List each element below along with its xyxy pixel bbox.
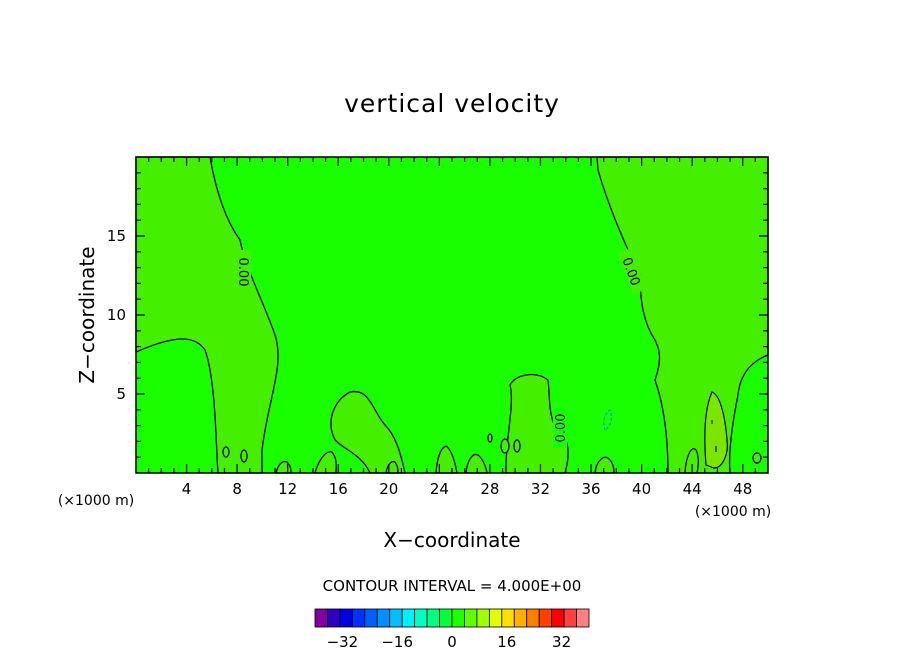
colorbar-swatch-21 (576, 608, 590, 628)
contour-label-bottom: 0.00 (553, 408, 569, 448)
y-tick-label-2: 15 (107, 227, 126, 245)
colorbar-swatch-13 (476, 608, 490, 628)
x-tick-labels: 4 8 12 16 20 24 28 32 36 40 44 48 (182, 480, 752, 498)
bump-3 (465, 453, 488, 474)
colorbar-swatch-20 (563, 608, 577, 628)
y-tick-labels: 5 10 15 (107, 227, 126, 403)
x-tick-label-0: 4 (182, 480, 192, 498)
x-tick-label-4: 20 (379, 480, 398, 498)
colorbar-swatch-18 (538, 608, 553, 628)
colorbar-swatch-16 (513, 608, 528, 628)
colorbar-tick-label-4: 32 (552, 633, 571, 651)
small-cell-6 (752, 452, 762, 464)
svg-text:0.00: 0.00 (235, 258, 250, 287)
bump-1 (314, 451, 337, 474)
x-tick-label-10: 44 (683, 480, 702, 498)
contour-interval: CONTOUR INTERVAL = 4.000E+00 (323, 577, 582, 595)
y-tick-label-1: 10 (107, 306, 126, 324)
colorbar-swatch-0 (314, 608, 328, 628)
updraft-contour-4 (704, 391, 728, 469)
negative-dashed-contour (603, 409, 612, 431)
small-cell-4 (240, 449, 248, 463)
colorbar-tick-labels: −32 −16 0 16 32 (327, 633, 572, 651)
colorbar-swatch-15 (501, 608, 515, 628)
x-tick-label-7: 32 (531, 480, 550, 498)
mid-positive-region (330, 391, 406, 474)
colorbar-tick-label-2: 0 (447, 633, 457, 651)
colorbar-tick-label-0: −32 (327, 633, 359, 651)
colorbar-swatch-19 (551, 608, 565, 628)
x-unit-left: (×1000 m) (58, 493, 134, 509)
updraft-cell (704, 391, 728, 469)
x-tick-label-6: 28 (480, 480, 499, 498)
colorbar-swatch-8 (414, 608, 428, 628)
colorbar-swatch-14 (488, 608, 503, 628)
colorbar-swatch-12 (464, 608, 478, 628)
left-positive-region (135, 156, 279, 474)
colorbar-swatch-3 (351, 608, 366, 628)
colorbar-swatch-7 (401, 608, 416, 628)
small-cell-1 (500, 438, 510, 454)
colorbar-tick-label-3: 16 (497, 633, 516, 651)
colorbar-swatch-6 (389, 608, 403, 628)
colorbar-swatch-5 (376, 608, 391, 628)
x-tick-label-1: 8 (232, 480, 242, 498)
small-cell-5 (487, 433, 493, 443)
x-tick-label-8: 36 (581, 480, 600, 498)
positive-regions (135, 156, 769, 474)
svg-text:0.00: 0.00 (554, 414, 569, 443)
axis-ticks (136, 157, 768, 473)
x-tick-label-11: 48 (733, 480, 752, 498)
small-cell-2 (513, 439, 521, 453)
colorbar-swatch-4 (364, 608, 378, 628)
y-tick-label-0: 5 (116, 385, 126, 403)
bump-6 (684, 448, 700, 474)
x-tick-label-3: 16 (329, 480, 348, 498)
x-tick-label-5: 24 (430, 480, 449, 498)
bump-4 (594, 456, 615, 474)
colorbar (314, 608, 590, 628)
colorbar-swatch-10 (439, 608, 453, 628)
plot-area: 0.00 0.00 0.00 (135, 156, 769, 474)
small-cell-3 (222, 446, 230, 458)
y-axis-label: Z−coordinate (75, 246, 99, 383)
colorbar-swatch-17 (526, 608, 540, 628)
bump-2 (435, 445, 458, 474)
colorbar-swatch-11 (451, 608, 465, 628)
chart-title: vertical velocity (344, 89, 560, 118)
contour-value-labels: 0.00 0.00 0.00 (235, 248, 646, 448)
colorbar-swatch-2 (339, 608, 353, 628)
x-tick-label-9: 40 (632, 480, 651, 498)
colorbar-tick-label-1: −16 (381, 633, 413, 651)
x-unit-right: (×1000 m) (695, 504, 771, 520)
colorbar-swatch-1 (327, 608, 341, 628)
x-axis-label: X−coordinate (383, 528, 520, 552)
contour-label-left: 0.00 (235, 250, 251, 294)
colorbar-swatch-9 (426, 608, 440, 628)
x-tick-label-2: 12 (278, 480, 297, 498)
